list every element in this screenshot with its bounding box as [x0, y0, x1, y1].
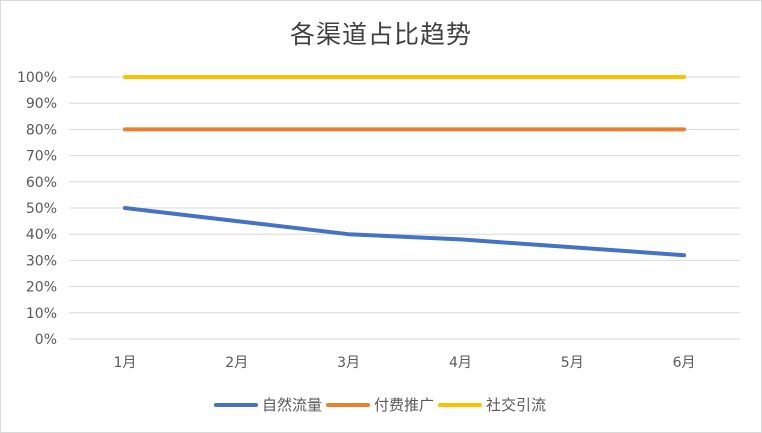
x-tick-label: 3月: [337, 355, 360, 371]
y-tick-label: 40%: [26, 227, 57, 243]
x-tick-label: 5月: [561, 355, 584, 371]
y-tick-label: 50%: [26, 201, 57, 217]
chart-title: 各渠道占比趋势: [289, 20, 472, 49]
y-tick-label: 20%: [26, 280, 57, 296]
y-tick-label: 70%: [26, 149, 57, 165]
y-tick-label: 10%: [26, 306, 57, 322]
y-tick-label: 80%: [26, 122, 57, 138]
x-axis-tick-labels: 1月 2月 3月 4月 5月 6月: [113, 355, 695, 371]
legend: 自然流量 付费推广 社交引流: [214, 396, 546, 414]
y-tick-label: 30%: [26, 253, 57, 269]
y-axis-tick-labels: 0% 10% 20% 30% 40% 50% 60% 70% 80% 90% 100%: [17, 70, 57, 348]
y-tick-label: 90%: [26, 96, 57, 112]
y-tick-label: 100%: [17, 70, 57, 86]
legend-label-2: 付费推广: [374, 396, 434, 414]
series-line-1: [122, 206, 687, 258]
series-lines: [122, 75, 687, 258]
y-tick-label: 60%: [26, 175, 57, 191]
legend-label-3: 社交引流: [486, 396, 546, 414]
x-tick-label: 2月: [225, 355, 248, 371]
y-tick-label: 0%: [35, 332, 57, 348]
legend-label-1: 自然流量: [262, 396, 322, 414]
gridlines: [69, 76, 740, 340]
x-tick-label: 6月: [673, 355, 696, 371]
x-tick-label: 4月: [449, 355, 472, 371]
x-tick-label: 1月: [113, 355, 136, 371]
